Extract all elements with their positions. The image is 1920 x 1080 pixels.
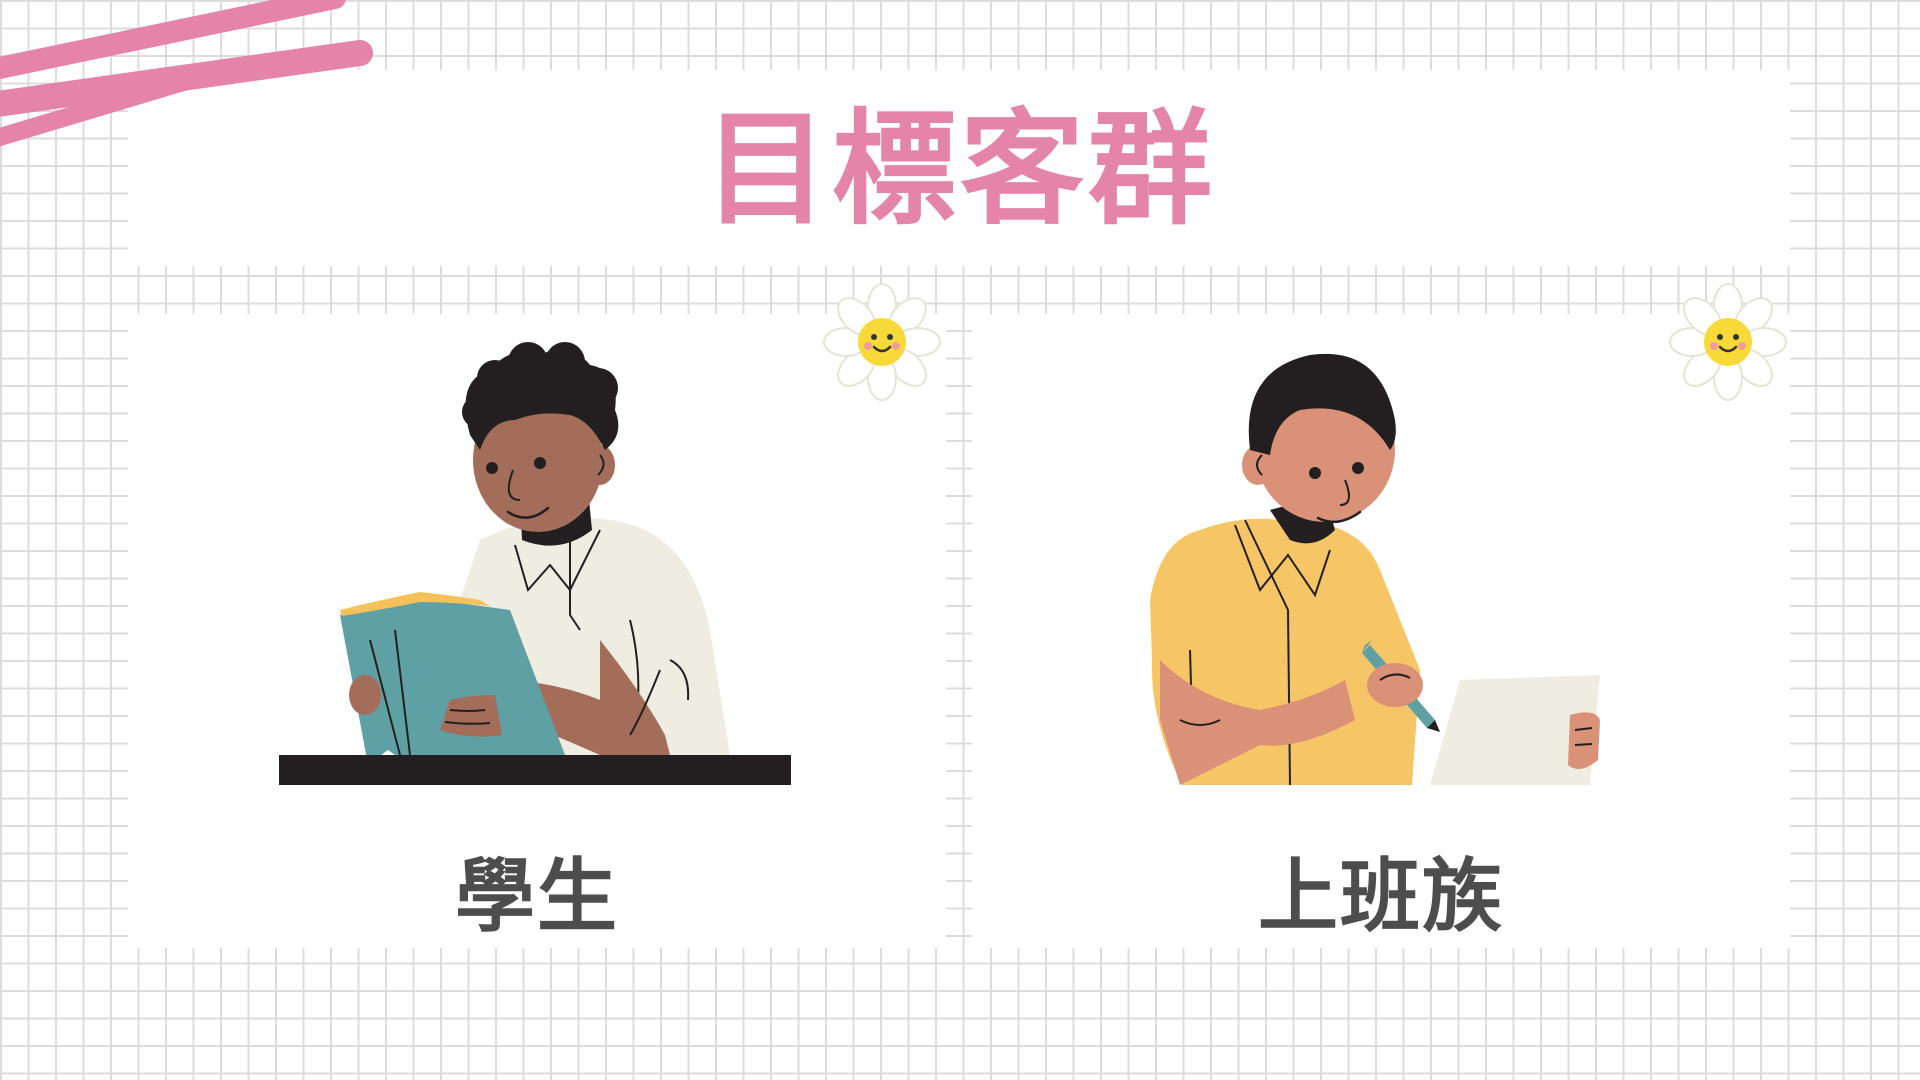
- audience-label-student: 學生: [455, 850, 619, 943]
- slide-title: 目標客群: [703, 98, 1216, 242]
- smiling-daisy-icon: [1669, 283, 1787, 401]
- audience-label-worker: 上班族: [1258, 850, 1504, 943]
- pink-scribble-decoration: [0, 0, 373, 147]
- smiling-daisy-icon: [823, 283, 941, 401]
- title-panel: [128, 70, 1790, 266]
- office-worker-writing-illustration: [1150, 353, 1600, 786]
- student-reading-illustration: [279, 342, 791, 785]
